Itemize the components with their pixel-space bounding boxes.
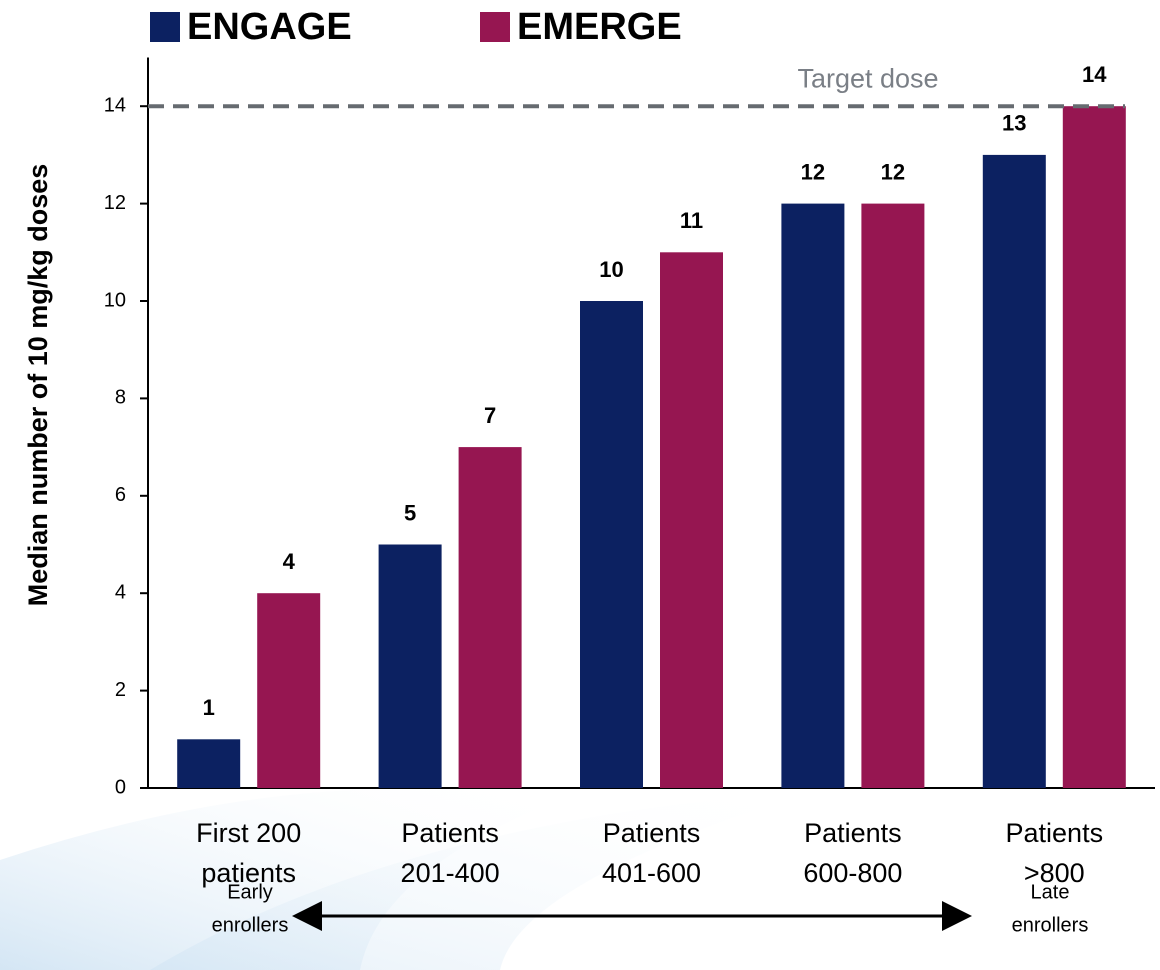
legend-swatch — [150, 12, 180, 42]
y-tick-label: 6 — [115, 484, 126, 506]
annotation: Early — [227, 881, 273, 903]
bar — [580, 301, 643, 788]
x-tick-label: Patients — [1006, 818, 1104, 848]
value-label: 4 — [283, 549, 296, 574]
annotation: enrollers — [212, 914, 289, 936]
x-tick-label: 401-600 — [602, 858, 701, 888]
y-tick-label: 4 — [115, 581, 126, 603]
bar — [257, 593, 321, 788]
value-label: 12 — [881, 159, 905, 184]
x-tick-label: 201-400 — [401, 858, 500, 888]
bar — [660, 252, 723, 789]
bar — [781, 203, 845, 789]
x-tick-label: First 200 — [196, 818, 301, 848]
y-tick-label: 0 — [115, 776, 126, 798]
y-tick-label: 10 — [104, 289, 126, 311]
x-tick-label: Patients — [401, 818, 499, 848]
x-tick-label: patients — [201, 858, 296, 888]
bar — [1062, 106, 1126, 788]
annotation: Late — [1031, 881, 1070, 903]
value-label: 7 — [484, 403, 496, 428]
bar — [982, 154, 1046, 788]
value-label: 10 — [599, 257, 623, 282]
y-tick-label: 8 — [115, 387, 126, 409]
target-label: Target dose — [797, 63, 938, 93]
bar — [177, 739, 241, 788]
value-label: 1 — [203, 695, 215, 720]
legend-swatch — [480, 12, 510, 42]
bar — [378, 544, 442, 788]
x-tick-label: Patients — [804, 818, 902, 848]
annotation: enrollers — [1012, 914, 1089, 936]
background-swoosh — [0, 788, 560, 970]
value-label: 14 — [1082, 62, 1107, 87]
x-tick-label: 600-800 — [803, 858, 902, 888]
value-label: 13 — [1002, 111, 1026, 136]
x-tick-label: Patients — [603, 818, 701, 848]
legend-label: EMERGE — [517, 6, 682, 48]
legend-label: ENGAGE — [187, 6, 352, 48]
bar — [458, 447, 522, 788]
value-label: 12 — [801, 159, 825, 184]
y-axis-title: Median number of 10 mg/kg doses — [23, 164, 53, 607]
x-tick-label: >800 — [1024, 858, 1085, 888]
y-tick-label: 14 — [104, 94, 126, 116]
value-label: 5 — [404, 500, 416, 525]
y-tick-label: 12 — [104, 192, 126, 214]
y-tick-label: 2 — [115, 679, 126, 701]
value-label: 11 — [680, 208, 703, 233]
bar — [861, 203, 925, 789]
